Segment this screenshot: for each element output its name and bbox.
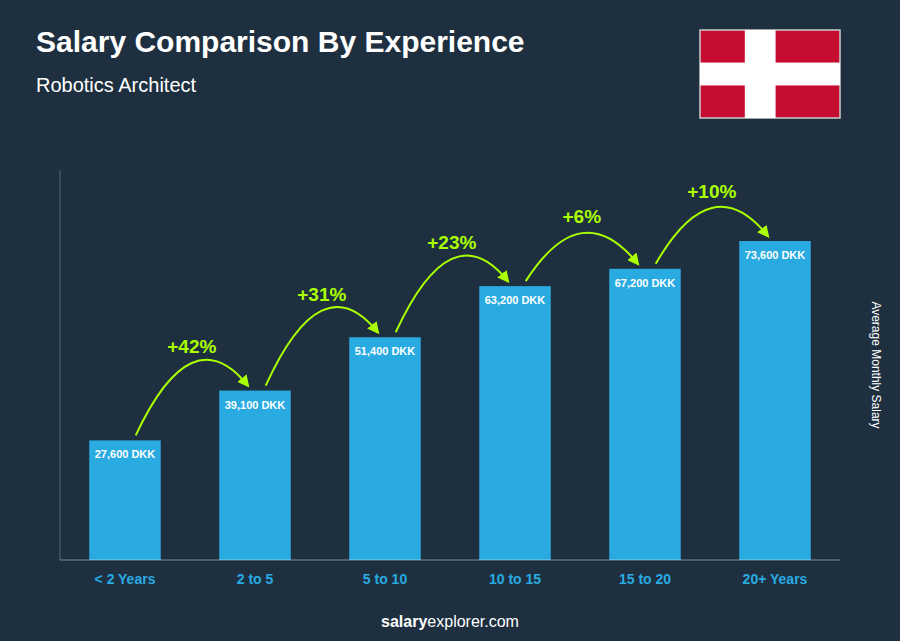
background (0, 0, 900, 641)
change-arc (396, 255, 508, 332)
y-axis-line (60, 170, 61, 560)
x-tick-label: 15 to 20 (619, 571, 671, 587)
value-label: 27,600 DKK (95, 448, 156, 460)
x-tick-label: 5 to 10 (363, 571, 408, 587)
bar (479, 286, 551, 560)
flag (700, 30, 840, 118)
bar (89, 440, 161, 560)
y-axis-label: Average Monthly Salary (869, 301, 883, 428)
bar (219, 391, 291, 560)
footer-bold: salary (381, 613, 427, 630)
value-label: 39,100 DKK (225, 399, 286, 411)
flag-field (700, 30, 840, 118)
x-tick-label: 20+ Years (743, 571, 808, 587)
title: Salary Comparison By Experience (36, 25, 525, 58)
annotation: +6% (563, 206, 602, 227)
value-label: 63,200 DKK (485, 294, 546, 306)
change-arc (526, 233, 638, 281)
bar (609, 269, 681, 560)
bar (349, 337, 421, 560)
change-arc (266, 307, 378, 386)
annotation: +23% (427, 232, 476, 253)
flag-cross (745, 30, 776, 118)
annotation: +10% (687, 181, 736, 202)
bar (739, 241, 811, 560)
x-tick-label: < 2 Years (95, 571, 156, 587)
bars (89, 241, 811, 560)
footer-regular: explorer.com (427, 613, 519, 630)
chart: Salary Comparison By Experience Robotics … (0, 0, 900, 641)
x-axis-line (60, 560, 840, 561)
value-label: 51,400 DKK (355, 345, 416, 357)
subtitle: Robotics Architect (36, 74, 197, 96)
x-tick-label: 2 to 5 (237, 571, 274, 587)
chart-container: Salary Comparison By Experience Robotics … (0, 0, 900, 641)
annotation: +31% (297, 284, 346, 305)
annotation: +42% (167, 336, 216, 357)
x-tick-label: 10 to 15 (489, 571, 541, 587)
value-label: 73,600 DKK (745, 249, 806, 261)
footer: salaryexplorer.com (381, 613, 519, 630)
change-arc (136, 360, 248, 436)
value-label: 67,200 DKK (615, 277, 676, 289)
change-arc (656, 207, 768, 264)
